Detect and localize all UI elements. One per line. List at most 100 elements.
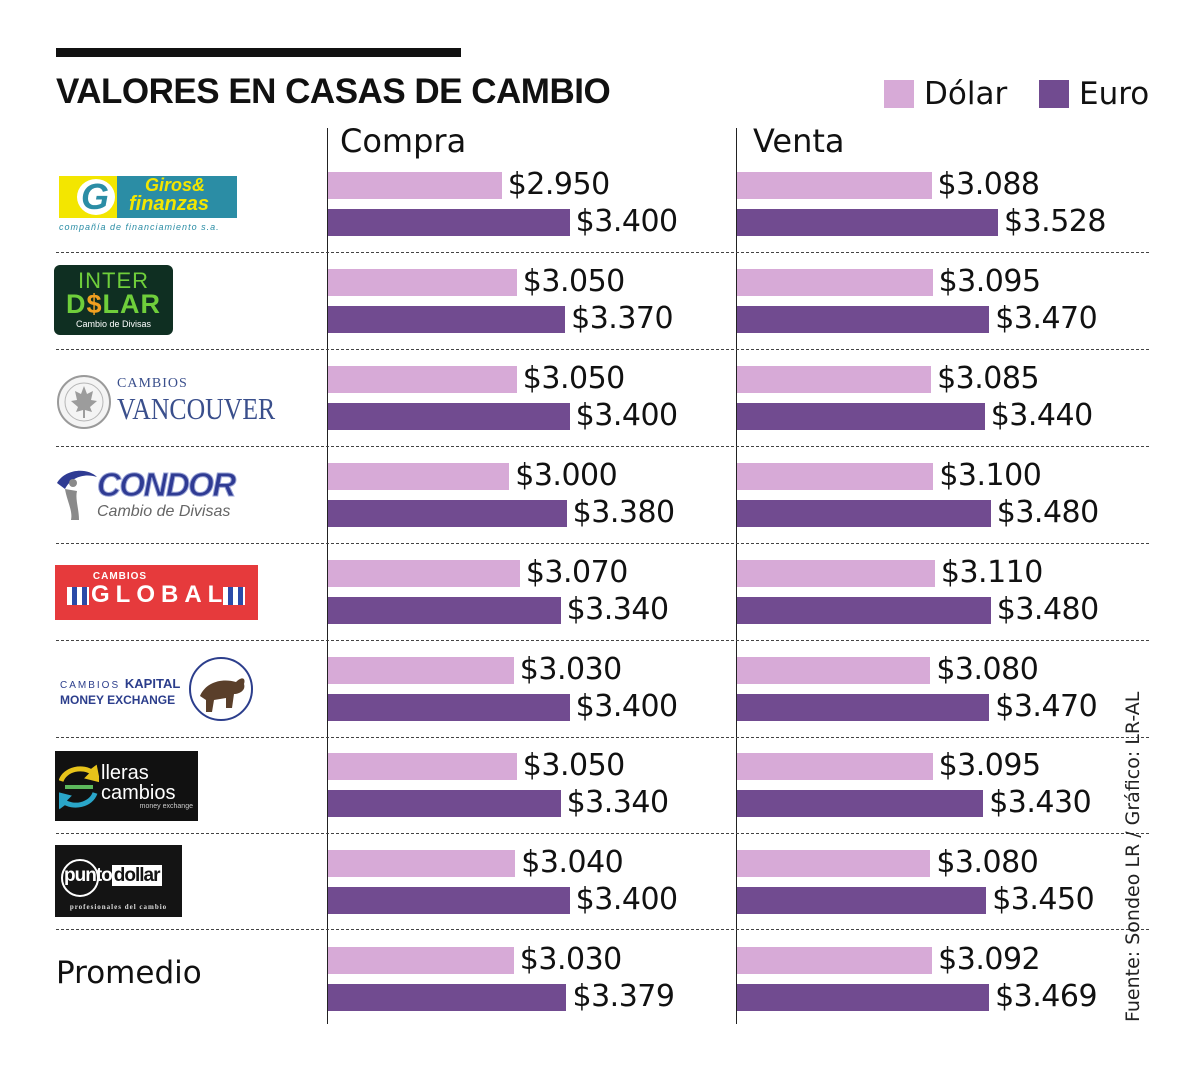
value-label-venta-dolar: $3.080 xyxy=(936,845,1039,881)
interdolar-logo-d: D xyxy=(65,289,87,319)
value-label-compra-dolar: $3.070 xyxy=(525,554,628,590)
bar-venta-euro xyxy=(737,887,987,915)
cambios-kapital-logo: CAMBIOS KAPITAL MONEY EXCHANGE xyxy=(60,656,256,722)
bar-venta-dolar xyxy=(737,753,933,781)
value-label-compra-euro: $3.400 xyxy=(575,882,678,918)
value-label-compra-euro: $3.400 xyxy=(575,204,678,239)
dollar-coin-icon: $ xyxy=(86,289,103,319)
kapital-logo-kapital: KAPITAL xyxy=(124,676,181,691)
value-label-compra-dolar: $3.050 xyxy=(522,360,625,396)
bar-compra-euro xyxy=(328,596,561,624)
lleras-logo-line1: lleras xyxy=(101,762,149,784)
value-label-compra-euro: $3.370 xyxy=(571,300,674,336)
punto-logo-punto: punto xyxy=(64,865,113,886)
value-label-venta-dolar: $3.095 xyxy=(938,263,1041,299)
interdolar-logo-lar: LAR xyxy=(102,289,162,319)
value-label-compra-euro: $3.400 xyxy=(575,688,678,724)
value-label-venta-euro: $3.470 xyxy=(995,688,1098,724)
giros-finanzas-logo: G Giros& finanzas compañía de financiami… xyxy=(59,176,237,234)
punto-circle-icon xyxy=(61,859,99,897)
bar-venta-euro xyxy=(737,984,990,1012)
axis-line-compra xyxy=(327,128,328,1024)
value-label-compra-dolar: $3.050 xyxy=(522,748,625,784)
bar-venta-dolar xyxy=(737,268,933,296)
row-divider xyxy=(56,543,1149,544)
vancouver-logo-line2: VANCOUVER xyxy=(117,391,276,426)
value-label-venta-dolar: $3.092 xyxy=(938,942,1041,978)
punto-dollar-logo: punto dollar profesionales del cambio xyxy=(55,845,182,917)
value-label-venta-euro: $3.469 xyxy=(995,979,1098,1015)
condor-logo: CONDOR Cambio de Divisas xyxy=(55,466,245,523)
chart-title: VALORES EN CASAS DE CAMBIO xyxy=(56,72,611,111)
exchange-arrows-icon xyxy=(59,764,99,810)
bar-compra-euro xyxy=(328,402,570,430)
bar-compra-euro xyxy=(328,305,566,333)
value-label-venta-dolar: $3.095 xyxy=(938,748,1041,784)
lleras-logo-tagline: money exchange xyxy=(139,803,193,810)
global-logo-line1: CAMBIOS xyxy=(92,571,148,582)
value-label-venta-euro: $3.450 xyxy=(992,882,1095,918)
bar-venta-euro xyxy=(737,305,990,333)
value-label-compra-dolar: $2.950 xyxy=(507,167,610,202)
value-label-venta-dolar: $3.100 xyxy=(939,457,1042,493)
bar-venta-euro xyxy=(737,499,991,527)
value-label-compra-dolar: $3.040 xyxy=(521,845,624,881)
value-label-compra-euro: $3.400 xyxy=(575,397,678,433)
bull-icon xyxy=(189,657,253,721)
bar-compra-dolar xyxy=(328,656,514,684)
bar-compra-dolar xyxy=(328,559,520,587)
flags-icon xyxy=(67,587,89,605)
bar-compra-dolar xyxy=(328,753,517,781)
value-label-venta-euro: $3.480 xyxy=(996,494,1099,530)
vancouver-logo: CAMBIOS VANCOUVER xyxy=(56,372,276,432)
condor-logo-line1: CONDOR xyxy=(97,466,237,503)
giros-logo-tagline: compañía de financiamiento s.a. xyxy=(59,222,220,232)
punto-logo-tagline: profesionales del cambio xyxy=(69,903,168,911)
bar-compra-euro xyxy=(328,790,561,818)
value-label-venta-euro: $3.430 xyxy=(989,785,1092,821)
axis-line-venta xyxy=(736,128,737,1024)
bar-venta-dolar xyxy=(737,559,935,587)
maple-leaf-seal-icon xyxy=(57,375,111,429)
interdolar-logo-line1: INTER xyxy=(78,268,149,293)
cambios-global-logo: CAMBIOS GLOBAL xyxy=(55,565,258,620)
global-logo-line2: GLOBAL xyxy=(91,581,229,608)
value-label-compra-euro: $3.340 xyxy=(566,785,669,821)
row-divider xyxy=(56,737,1149,738)
bar-compra-dolar xyxy=(328,850,516,878)
value-label-venta-dolar: $3.080 xyxy=(936,651,1039,687)
bar-compra-dolar xyxy=(328,172,502,199)
value-label-venta-dolar: $3.085 xyxy=(937,360,1040,396)
row-divider xyxy=(56,833,1149,834)
condor-logo-line2: Cambio de Divisas xyxy=(97,503,231,520)
column-header-venta: Venta xyxy=(753,122,845,160)
bar-venta-dolar xyxy=(737,365,932,393)
value-label-venta-dolar: $3.088 xyxy=(937,167,1040,202)
bar-compra-euro xyxy=(328,499,567,527)
bar-venta-dolar xyxy=(737,172,932,199)
bar-compra-euro xyxy=(328,984,567,1012)
value-label-compra-euro: $3.379 xyxy=(572,979,675,1015)
bar-compra-dolar xyxy=(328,947,514,975)
bar-venta-dolar xyxy=(737,656,931,684)
bar-compra-dolar xyxy=(328,365,517,393)
interdolar-logo: INTER D$LAR Cambio de Divisas xyxy=(54,265,173,335)
bar-venta-euro xyxy=(737,596,991,624)
bar-venta-euro xyxy=(737,693,990,721)
value-label-venta-euro: $3.528 xyxy=(1004,204,1106,239)
lleras-logo-line2: cambios xyxy=(101,782,176,804)
giros-logo-line1: Giros& xyxy=(145,175,206,195)
average-label: Promedio xyxy=(56,955,202,991)
value-label-compra-dolar: $3.000 xyxy=(515,457,618,493)
value-label-venta-dolar: $3.110 xyxy=(940,554,1043,590)
kapital-logo-cambios: CAMBIOS xyxy=(60,680,121,691)
value-label-compra-dolar: $3.030 xyxy=(519,942,622,978)
flags-icon xyxy=(223,587,245,605)
bar-compra-dolar xyxy=(328,462,510,490)
vancouver-logo-line1: CAMBIOS xyxy=(117,376,188,391)
legend-euro-label: Euro xyxy=(1079,76,1150,112)
value-label-compra-euro: $3.380 xyxy=(572,494,675,530)
bar-compra-euro xyxy=(328,693,570,721)
row-divider xyxy=(56,349,1149,350)
top-rule xyxy=(56,48,461,57)
